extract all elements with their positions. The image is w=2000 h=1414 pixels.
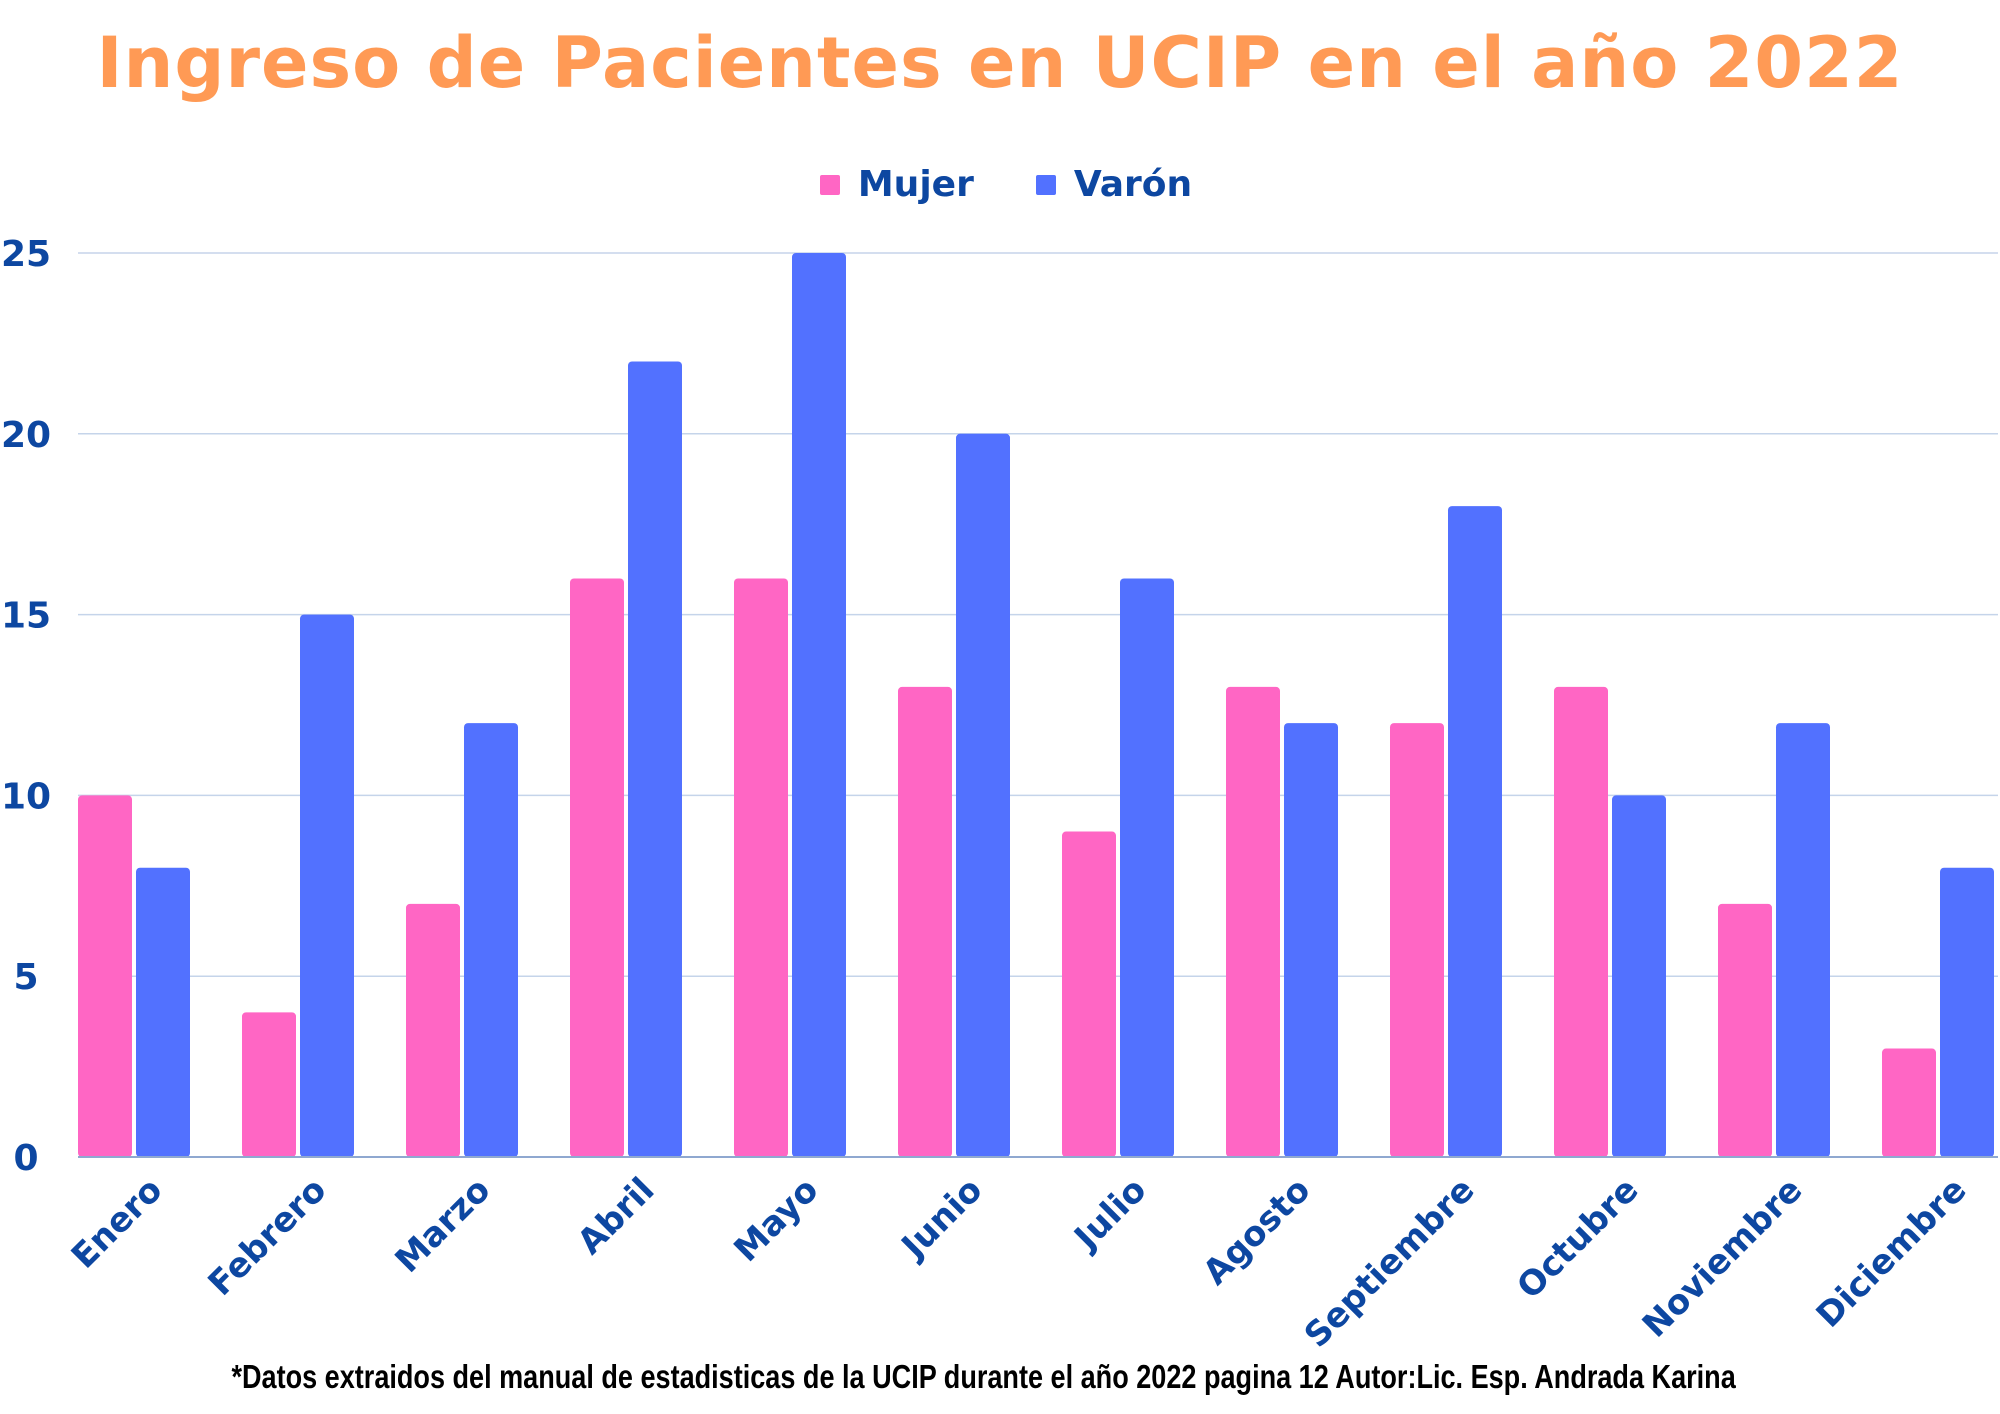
bar-varn-octubre	[1612, 795, 1666, 1157]
legend-swatch-varon	[1035, 174, 1056, 195]
bar-varn-marzo	[464, 723, 518, 1157]
y-tick-label: 0	[13, 1138, 38, 1179]
bar-varn-septiembre	[1448, 506, 1502, 1157]
x-tick-label: Diciembre	[1809, 1170, 1975, 1336]
legend-swatch-mujer	[819, 174, 840, 195]
bar-mujer-febrero	[242, 1012, 296, 1157]
x-tick-label: Junio	[893, 1170, 991, 1268]
bar-varn-febrero	[300, 614, 354, 1157]
bar-mujer-marzo	[406, 903, 460, 1157]
x-tick-label: Febrero	[201, 1170, 335, 1304]
footnote: *Datos extraidos del manual de estadisti…	[231, 1358, 1736, 1395]
bar-mujer-noviembre	[1718, 903, 1772, 1157]
bar-varn-mayo	[792, 253, 846, 1157]
legend-label-mujer: Mujer	[857, 164, 974, 205]
x-tick-label: Mayo	[726, 1170, 826, 1270]
x-tick-label: Septiembre	[1297, 1170, 1483, 1356]
legend-item-varon: Varón	[1035, 164, 1193, 205]
x-tick-label: Enero	[64, 1170, 171, 1277]
bar-mujer-abril	[570, 578, 624, 1157]
bar-mujer-agosto	[1226, 686, 1280, 1157]
x-tick-label: Agosto	[1195, 1170, 1318, 1293]
y-tick-label: 10	[1, 776, 51, 817]
bar-varn-noviembre	[1776, 723, 1830, 1157]
legend-label-varon: Varón	[1073, 164, 1193, 205]
chart-title: Ingreso de Pacientes en UCIP en el año 2…	[96, 22, 1904, 104]
bar-varn-agosto	[1284, 723, 1338, 1157]
bar-varn-junio	[956, 433, 1010, 1157]
bar-mujer-julio	[1062, 831, 1116, 1157]
y-tick-label: 15	[1, 596, 51, 637]
x-tick-label: Julio	[1066, 1170, 1155, 1259]
x-tick-label: Noviembre	[1635, 1170, 1811, 1346]
x-tick-label: Marzo	[388, 1170, 499, 1281]
bar-mujer-octubre	[1554, 686, 1608, 1157]
bar-varn-abril	[628, 361, 682, 1158]
y-tick-label: 25	[1, 234, 51, 275]
bar-varn-enero	[136, 867, 190, 1157]
bar-mujer-septiembre	[1390, 723, 1444, 1157]
bar-mujer-enero	[78, 795, 132, 1157]
bar-varn-julio	[1120, 578, 1174, 1157]
bar-mujer-junio	[898, 686, 952, 1157]
chart-legend: Mujer Varón	[0, 164, 2000, 205]
y-tick-label: 5	[13, 957, 38, 998]
legend-item-mujer: Mujer	[819, 164, 974, 205]
x-tick-label: Octubre	[1509, 1170, 1646, 1307]
y-tick-label: 20	[1, 415, 51, 456]
x-tick-label: Abril	[570, 1170, 662, 1262]
bar-varn-diciembre	[1940, 867, 1994, 1157]
bar-mujer-diciembre	[1882, 1048, 1936, 1157]
bar-mujer-mayo	[734, 578, 788, 1157]
